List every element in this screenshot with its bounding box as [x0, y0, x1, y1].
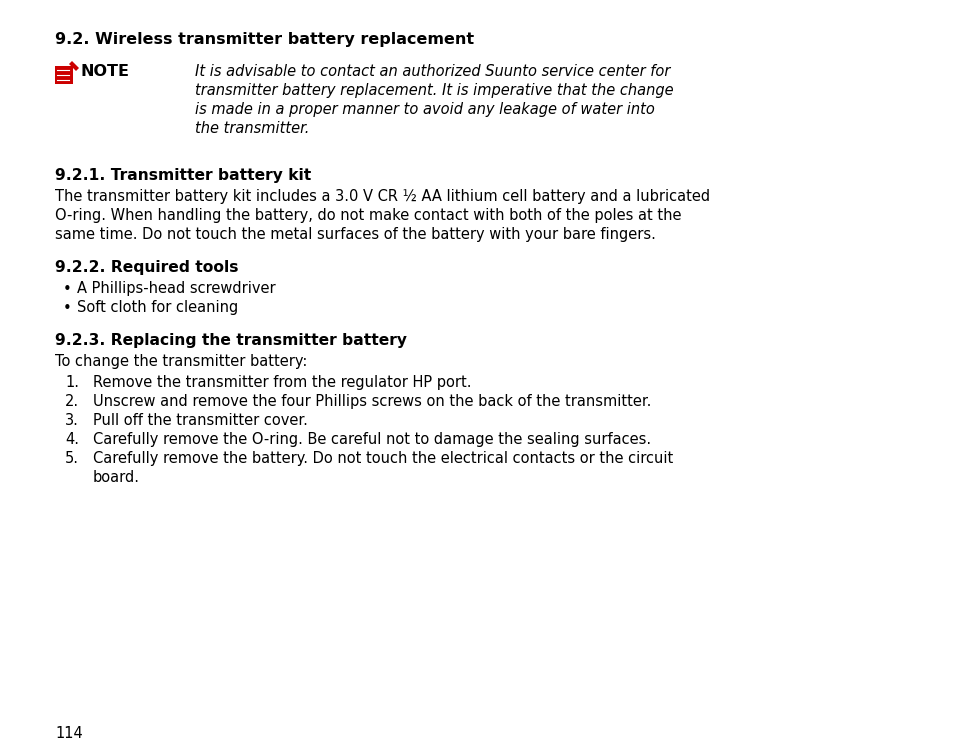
Text: Unscrew and remove the four Phillips screws on the back of the transmitter.: Unscrew and remove the four Phillips scr…: [92, 394, 651, 409]
Text: 4.: 4.: [65, 432, 79, 447]
Text: 1.: 1.: [65, 375, 79, 390]
Text: board.: board.: [92, 470, 140, 485]
Text: 9.2.3. Replacing the transmitter battery: 9.2.3. Replacing the transmitter battery: [55, 333, 407, 348]
Text: Pull off the transmitter cover.: Pull off the transmitter cover.: [92, 413, 308, 428]
Text: 9.2.1. Transmitter battery kit: 9.2.1. Transmitter battery kit: [55, 168, 311, 183]
Text: 114: 114: [55, 726, 83, 741]
Text: Remove the transmitter from the regulator HP port.: Remove the transmitter from the regulato…: [92, 375, 471, 390]
Text: is made in a proper manner to avoid any leakage of water into: is made in a proper manner to avoid any …: [194, 102, 654, 117]
Text: Carefully remove the O-ring. Be careful not to damage the sealing surfaces.: Carefully remove the O-ring. Be careful …: [92, 432, 651, 447]
Text: NOTE: NOTE: [81, 64, 130, 79]
Text: same time. Do not touch the metal surfaces of the battery with your bare fingers: same time. Do not touch the metal surfac…: [55, 227, 656, 242]
Text: 9.2.2. Required tools: 9.2.2. Required tools: [55, 260, 238, 275]
Text: •: •: [63, 282, 71, 297]
Text: 5.: 5.: [65, 451, 79, 466]
Text: The transmitter battery kit includes a 3.0 V CR ½ AA lithium cell battery and a : The transmitter battery kit includes a 3…: [55, 189, 709, 204]
Text: transmitter battery replacement. It is imperative that the change: transmitter battery replacement. It is i…: [194, 83, 673, 98]
Text: A Phillips-head screwdriver: A Phillips-head screwdriver: [77, 281, 275, 296]
Text: It is advisable to contact an authorized Suunto service center for: It is advisable to contact an authorized…: [194, 64, 670, 79]
Bar: [55, 66, 73, 84]
Text: Soft cloth for cleaning: Soft cloth for cleaning: [77, 300, 238, 315]
Text: O-ring. When handling the battery, do not make contact with both of the poles at: O-ring. When handling the battery, do no…: [55, 208, 680, 223]
Polygon shape: [69, 61, 79, 71]
Text: •: •: [63, 301, 71, 316]
Text: To change the transmitter battery:: To change the transmitter battery:: [55, 354, 307, 369]
Text: 3.: 3.: [65, 413, 79, 428]
Text: 9.2. Wireless transmitter battery replacement: 9.2. Wireless transmitter battery replac…: [55, 32, 474, 47]
Text: 2.: 2.: [65, 394, 79, 409]
Text: the transmitter.: the transmitter.: [194, 121, 309, 136]
Text: Carefully remove the battery. Do not touch the electrical contacts or the circui: Carefully remove the battery. Do not tou…: [92, 451, 673, 466]
